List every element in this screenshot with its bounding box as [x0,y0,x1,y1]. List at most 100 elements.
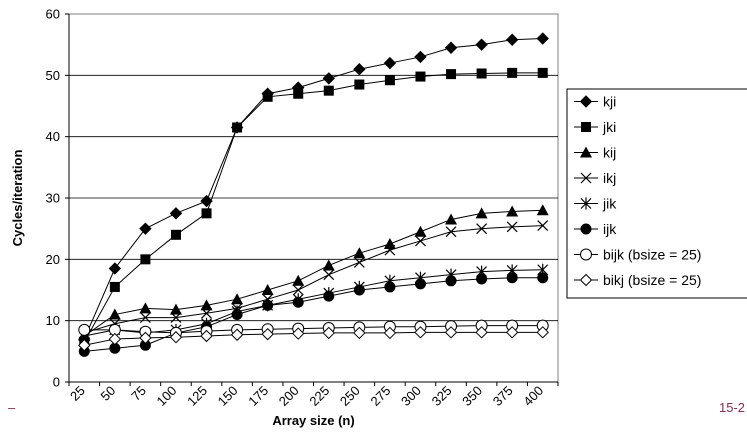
circle-marker [139,339,151,351]
circle-marker [537,272,549,284]
circle-marker [414,278,426,290]
legend-label: bijk (bsize = 25) [603,247,701,263]
legend-label: bikj (bsize = 25) [603,272,701,288]
square-marker [581,122,591,132]
x-tick-label: 150 [215,383,241,409]
diamond-marker [579,95,593,108]
square-marker [476,68,487,79]
triangle-marker [108,308,121,320]
legend: kji jki kij ikj jik ijk bijk (bsize = 25) bikj … [566,88,747,299]
legend-label: jki [602,119,616,135]
diamond-marker [475,326,488,339]
triangle-marker [475,207,488,219]
x-marker [323,269,335,281]
circle-marker [445,275,457,287]
square-marker [507,67,518,78]
x-tick-label: 125 [184,383,210,409]
circle-marker [109,342,121,354]
diamond-marker [444,326,458,339]
circle-marker [580,223,592,235]
diamond-marker [505,326,519,339]
series-7 [78,326,549,352]
diamond-marker [169,331,183,344]
series-2 [78,204,549,341]
square-marker [262,91,273,102]
circle-marker [231,309,243,321]
circle-marker [262,299,274,311]
square-marker [201,208,212,219]
x-tick-label: 75 [128,383,149,404]
x-marker [445,226,457,238]
footer-left-mark: – [8,400,16,415]
diamond-marker [579,273,593,287]
diamond-marker [292,327,305,340]
series-line [84,331,543,346]
diamond-marker [505,33,519,46]
series-line [83,209,543,337]
square-marker [537,67,548,78]
x-tick-label: 325 [429,383,455,409]
y-axis-title: Cycles/iteration [10,150,25,247]
triangle-marker [580,146,592,158]
circle-marker [476,273,488,285]
y-tick-label: 10 [46,313,60,328]
x-tick-label: 375 [490,383,516,409]
legend-label: ijk [603,221,617,237]
diamond-marker [230,328,244,341]
circle-marker [353,284,365,296]
square-marker [384,75,395,86]
triangle-marker [536,204,549,216]
diamond-marker [475,38,488,51]
triangle-marker [139,302,152,314]
x-tick-label: 50 [98,383,119,404]
triangle-marker [261,284,274,295]
square-marker [109,281,120,292]
y-tick-label: 30 [46,191,60,206]
triangle-marker [231,293,244,305]
square-marker [415,71,426,82]
triangle-marker [445,213,458,225]
series-line [84,277,543,352]
triangle-marker [322,259,335,271]
diamond-marker [78,338,91,352]
circle-marker [506,272,518,284]
x-marker [415,235,426,247]
legend-box [566,88,747,299]
x-tick-label: 250 [337,383,363,409]
x-tick-label: 275 [367,383,393,409]
y-tick-label: 60 [46,7,60,22]
circle-marker [384,281,396,293]
diamond-marker [414,326,427,339]
x-marker [292,284,304,296]
legend-label: ikj [603,170,616,186]
x-marker [201,307,212,319]
legend-item: kji [574,94,616,110]
x-marker [580,172,592,184]
x-marker [170,312,182,324]
triangle-marker [383,238,396,249]
y-tick-label: 0 [53,375,60,390]
diamond-marker [200,329,213,343]
triangle-marker [506,205,519,217]
series-line [84,325,543,334]
x-marker [384,244,396,256]
triangle-marker [353,247,366,259]
x-tick-label: 175 [245,383,271,409]
diamond-marker [414,50,427,64]
series-line [83,72,543,343]
square-marker [323,85,334,96]
diamond-marker [383,56,397,70]
series-1 [79,67,548,348]
square-marker [354,79,365,90]
asterisk-marker [580,197,592,210]
triangle-marker [292,274,305,286]
x-axis-title: Array size (n) [272,413,354,428]
diamond-marker [353,326,366,340]
x-tick-label: 100 [154,383,180,409]
x-marker [506,221,518,233]
circle-marker [78,323,91,336]
square-marker [140,254,151,265]
x-marker [476,223,488,235]
diamond-marker [200,194,213,208]
